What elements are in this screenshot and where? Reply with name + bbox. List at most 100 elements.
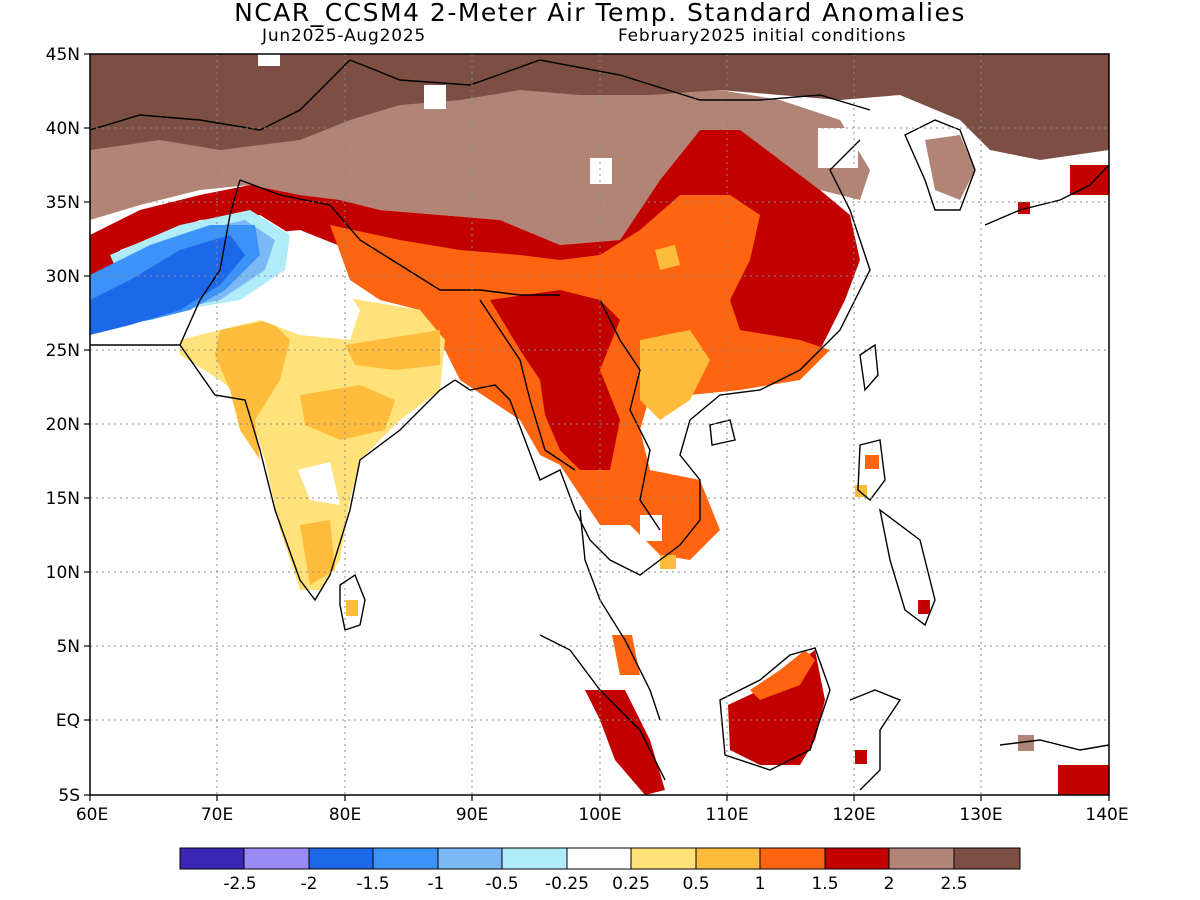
anomaly-region-borneo-orange xyxy=(750,650,815,700)
anomaly-field xyxy=(90,54,1109,795)
border-myanmar xyxy=(479,299,576,471)
lat-label: EQ xyxy=(56,711,80,731)
coastline-bay-of-bengal xyxy=(454,139,871,576)
coastline-philippines-mindanao xyxy=(878,508,936,627)
border-central-asia xyxy=(90,59,351,131)
anomaly-region-light-brown-korea xyxy=(925,135,975,200)
legend-swatch xyxy=(437,847,503,870)
lon-label: 130E xyxy=(959,805,1002,825)
coastline-japan xyxy=(984,164,1109,226)
anomaly-region-philippines xyxy=(865,455,879,469)
lat-label: 25N xyxy=(46,341,80,361)
legend-label: 0.5 xyxy=(682,874,709,894)
legend-label: 2.5 xyxy=(940,874,967,894)
legend-swatch xyxy=(824,847,890,870)
grid-lines xyxy=(90,54,1109,795)
coastlines xyxy=(90,59,1109,791)
lat-label: 15N xyxy=(46,489,80,509)
coastline-philippines-luzon xyxy=(857,439,886,502)
anomaly-region-japan xyxy=(1070,165,1109,195)
anomaly-region-white-deccan xyxy=(298,462,340,505)
lon-label: 140E xyxy=(1085,805,1128,825)
lat-label: 40N xyxy=(46,119,80,139)
lat-label: 5N xyxy=(56,637,80,657)
lon-label: 70E xyxy=(201,805,233,825)
legend-swatch xyxy=(953,847,1021,870)
coastline-malay-peninsula xyxy=(579,509,661,721)
map-title: NCAR_CCSM4 2-Meter Air Temp. Standard An… xyxy=(234,0,966,27)
forecast-period: Jun2025-Aug2025 xyxy=(262,26,427,46)
coastline-sulawesi xyxy=(849,689,902,791)
legend-label: -1.5 xyxy=(356,874,389,894)
coastline-india xyxy=(90,344,456,602)
legend-swatch xyxy=(695,847,761,870)
lat-label: 45N xyxy=(46,45,80,65)
legend-label: -2 xyxy=(301,874,318,894)
legend-swatch xyxy=(501,847,568,870)
anomaly-region-mindanao xyxy=(918,600,930,614)
anomaly-region-light-orange-india-west xyxy=(215,320,290,460)
anomaly-region-vietnam-south xyxy=(660,555,676,569)
lat-label: 35N xyxy=(46,193,80,213)
legend-colorbar xyxy=(179,847,1021,870)
coastline-borneo xyxy=(719,647,831,771)
legend-swatch xyxy=(308,847,374,870)
border-indochina xyxy=(599,299,661,531)
border-mongolia xyxy=(349,59,871,111)
initial-conditions: February2025 initial conditions xyxy=(618,26,907,46)
lat-label: 30N xyxy=(46,267,80,287)
lake-hole-north-1 xyxy=(258,54,280,66)
lon-label: 80E xyxy=(329,805,361,825)
anomaly-region-light-orange-central-china xyxy=(655,245,680,270)
coastline-hainan xyxy=(709,419,736,446)
coastline-taiwan xyxy=(859,343,879,392)
anomaly-region-japan-south xyxy=(1018,202,1030,214)
legend-swatch xyxy=(243,847,310,870)
lon-label: 60E xyxy=(76,805,108,825)
lon-label: 90E xyxy=(456,805,488,825)
legend-label: -2.5 xyxy=(223,874,256,894)
legend-swatch xyxy=(888,847,955,870)
anomaly-region-sumatra xyxy=(585,690,665,795)
anomaly-region-sri-lanka xyxy=(346,600,358,616)
legend-label: 1.5 xyxy=(811,874,838,894)
anomaly-region-sulawesi xyxy=(855,750,867,764)
legend-label: -0.25 xyxy=(545,874,589,894)
legend-label: -1 xyxy=(428,874,445,894)
legend-label: -0.5 xyxy=(485,874,518,894)
anomaly-region-halmahera xyxy=(1018,735,1034,751)
legend-swatch xyxy=(630,847,697,870)
legend-label: 1 xyxy=(755,874,766,894)
legend-swatch xyxy=(566,847,632,870)
anomaly-region-blue xyxy=(90,235,245,335)
anomaly-region-light-orange-india-south xyxy=(300,520,335,585)
legend-label: 2 xyxy=(884,874,895,894)
border-india-pakistan xyxy=(179,179,241,346)
anomaly-region-light-orange-india-central xyxy=(300,385,395,440)
lon-label: 110E xyxy=(705,805,748,825)
anomaly-region-light-brown xyxy=(90,90,870,245)
lake-hole-tarim xyxy=(424,85,446,109)
anomaly-region-new-guinea xyxy=(1058,765,1109,795)
anomaly-region-malaya xyxy=(612,635,640,675)
coastline-new-guinea xyxy=(999,739,1109,751)
coastline-korea xyxy=(904,119,976,211)
island-hole-cambodia xyxy=(640,515,662,541)
anomaly-region-light-orange-south-china xyxy=(640,330,710,420)
lon-label: 120E xyxy=(832,805,875,825)
coastline-sri-lanka xyxy=(339,573,366,631)
lat-label: 20N xyxy=(46,415,80,435)
border-himalaya xyxy=(239,179,560,296)
legend-label: 0.25 xyxy=(612,874,650,894)
anomaly-region-dark-red-myanmar xyxy=(490,290,620,470)
lake-hole-qinghai xyxy=(590,158,612,184)
lat-label: 5S xyxy=(58,786,80,806)
legend-swatch xyxy=(372,847,439,870)
anomaly-region-light-orange-india-north xyxy=(345,330,440,370)
lat-label: 10N xyxy=(46,563,80,583)
axis-ticks xyxy=(84,53,1110,801)
legend-swatch xyxy=(179,847,245,870)
lon-label: 100E xyxy=(578,805,621,825)
legend-swatch xyxy=(759,847,826,870)
